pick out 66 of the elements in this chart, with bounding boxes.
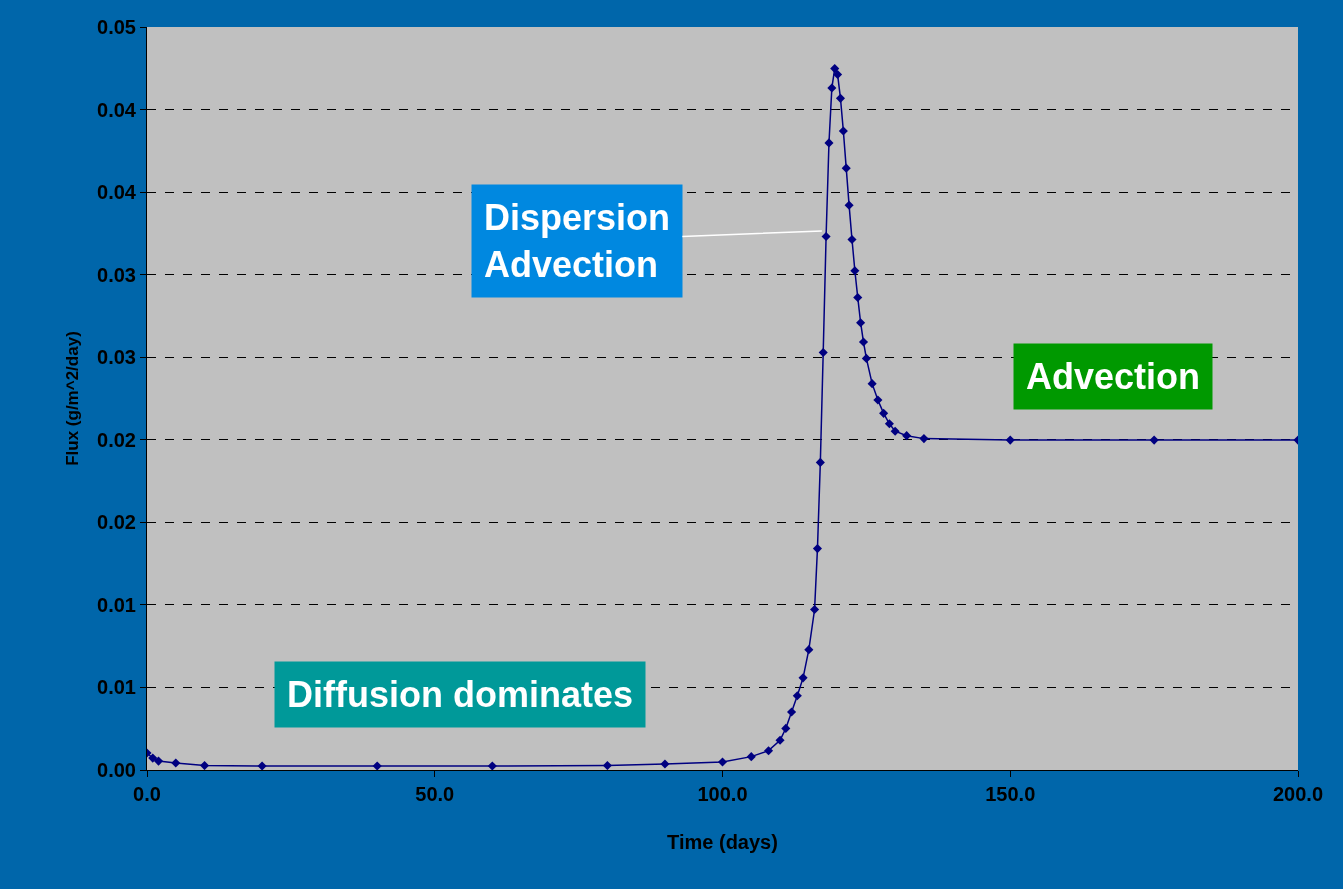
x-tick-label: 50.0 <box>415 783 455 805</box>
annotation: Dispersion Advection <box>484 197 671 285</box>
x-tick-label: 100.0 <box>697 783 748 805</box>
point <box>856 318 866 328</box>
point <box>861 353 871 363</box>
point <box>867 379 877 389</box>
x-tick-label: 200.0 <box>1272 783 1324 805</box>
point <box>487 761 497 770</box>
point <box>850 266 860 276</box>
y-tick-label: 0.04 <box>97 98 137 121</box>
point <box>835 93 846 103</box>
point <box>717 757 728 767</box>
y-tick-label: 0.01 <box>97 593 136 616</box>
y-tick-label: 0.01 <box>97 676 136 699</box>
y-tick-label: 0.04 <box>97 181 137 204</box>
point <box>879 408 889 418</box>
point <box>827 83 837 93</box>
point <box>830 64 840 74</box>
point <box>775 735 785 745</box>
y-tick-label: 0.00 <box>97 759 136 781</box>
x-tick-label: 0.0 <box>133 783 161 805</box>
point <box>257 761 267 770</box>
point <box>148 753 158 763</box>
point <box>171 758 181 768</box>
point <box>844 200 854 210</box>
y-tick-label: 0.02 <box>97 428 136 451</box>
point <box>890 426 900 436</box>
point <box>763 746 774 756</box>
point <box>781 723 791 733</box>
point <box>372 761 382 770</box>
point <box>815 457 825 467</box>
y-tick-label: 0.03 <box>97 263 136 286</box>
point <box>1005 435 1015 445</box>
point <box>804 645 814 655</box>
point <box>602 760 612 770</box>
point <box>873 395 883 405</box>
point <box>660 759 670 769</box>
point <box>153 756 164 766</box>
point <box>919 434 929 444</box>
y-tick-label: 0.02 <box>97 511 136 534</box>
point <box>798 673 808 683</box>
annotation: Advection <box>1026 356 1201 397</box>
point <box>1149 435 1159 445</box>
point <box>746 752 756 762</box>
point <box>838 126 848 136</box>
point <box>833 70 843 80</box>
x-axis-title: Time (days) <box>667 830 778 853</box>
point <box>812 544 823 554</box>
point <box>858 337 869 347</box>
point <box>824 138 834 148</box>
y-tick-label: 0.03 <box>97 346 136 369</box>
point <box>810 604 820 615</box>
point <box>847 234 857 245</box>
x-tick-label: 150.0 <box>985 783 1036 805</box>
point <box>821 231 831 242</box>
point <box>853 292 863 302</box>
point <box>818 347 828 357</box>
annotation: Diffusion dominates <box>287 674 634 715</box>
point <box>841 163 851 173</box>
point <box>884 419 894 429</box>
point <box>792 691 802 701</box>
point <box>200 760 210 770</box>
point <box>902 431 912 441</box>
y-axis-title: Flux (g/m^2/day) <box>62 331 82 466</box>
y-tick-label: 0.05 <box>97 16 136 38</box>
point <box>787 707 797 717</box>
